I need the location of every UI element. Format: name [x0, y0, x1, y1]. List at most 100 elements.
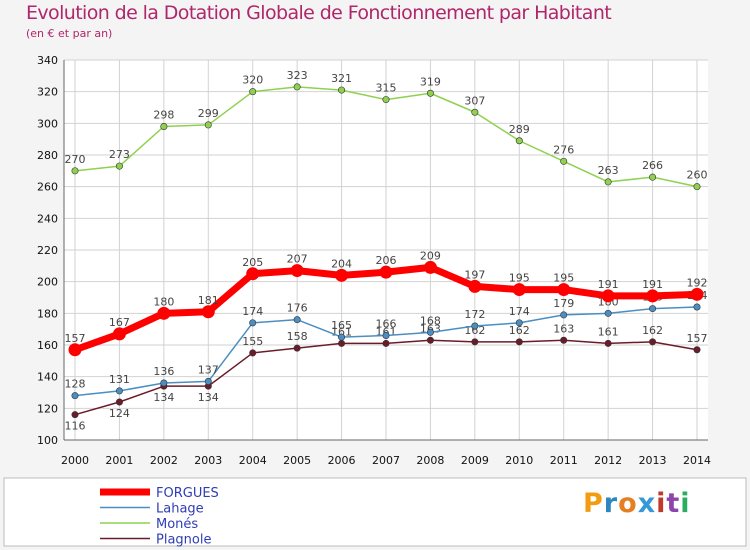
data-point — [338, 333, 346, 341]
data-point — [693, 303, 701, 311]
data-point — [560, 311, 568, 319]
x-tick-label: 2012 — [594, 454, 622, 467]
data-point — [382, 339, 390, 347]
data-point — [338, 339, 346, 347]
data-point — [426, 89, 434, 97]
data-label: 172 — [464, 308, 485, 321]
y-tick-label: 100 — [37, 434, 58, 447]
data-point — [293, 316, 301, 324]
data-label: 260 — [687, 169, 708, 182]
logo-letter: r — [603, 488, 619, 519]
data-label: 276 — [553, 143, 574, 156]
data-label: 270 — [65, 153, 86, 166]
data-label: 207 — [287, 253, 308, 266]
data-point — [649, 338, 657, 346]
logo-letter: P — [583, 488, 604, 519]
data-point — [71, 167, 79, 175]
legend-label: Monés — [156, 517, 198, 532]
data-point — [693, 346, 701, 354]
x-tick-label: 2010 — [505, 454, 533, 467]
data-label: 307 — [464, 94, 485, 107]
data-point — [471, 338, 479, 346]
data-label: 266 — [642, 159, 663, 172]
x-tick-label: 2002 — [150, 454, 178, 467]
x-tick-label: 2008 — [416, 454, 444, 467]
y-tick-label: 160 — [37, 339, 58, 352]
data-label: 209 — [420, 249, 441, 262]
data-point — [515, 338, 523, 346]
data-point — [649, 173, 657, 181]
data-point — [160, 379, 168, 387]
data-label: 165 — [331, 319, 352, 332]
data-point — [204, 377, 212, 385]
data-point — [71, 411, 79, 419]
data-label: 157 — [65, 332, 86, 345]
data-label: 176 — [287, 302, 308, 315]
data-point — [560, 336, 568, 344]
data-point — [515, 137, 523, 145]
data-label: 174 — [242, 305, 263, 318]
data-point — [693, 183, 701, 191]
logo-letter: t — [666, 488, 681, 519]
y-tick-label: 300 — [37, 117, 58, 130]
x-tick-label: 2011 — [550, 454, 578, 467]
data-label: 206 — [376, 254, 397, 267]
data-point — [382, 331, 390, 339]
data-point — [423, 260, 437, 274]
data-label: 191 — [642, 278, 663, 291]
data-label: 137 — [198, 363, 219, 376]
data-point — [249, 349, 257, 357]
data-label: 298 — [153, 109, 174, 122]
legend-label: Plagnole — [156, 533, 211, 548]
data-point — [249, 88, 257, 96]
data-point — [690, 287, 704, 301]
data-point — [338, 86, 346, 94]
data-label: 289 — [509, 123, 530, 136]
data-point — [115, 398, 123, 406]
data-point — [604, 339, 612, 347]
data-point — [649, 305, 657, 313]
y-tick-label: 240 — [37, 212, 58, 225]
data-label: 116 — [65, 420, 86, 433]
data-point — [204, 121, 212, 129]
data-label: 163 — [553, 322, 574, 335]
data-label: 319 — [420, 75, 441, 88]
data-label: 157 — [687, 332, 708, 345]
data-label: 166 — [376, 318, 397, 331]
x-tick-label: 2006 — [328, 454, 356, 467]
x-tick-label: 2001 — [105, 454, 133, 467]
data-point — [471, 322, 479, 330]
legend-label: FORGUES — [156, 486, 219, 501]
data-label: 191 — [598, 278, 619, 291]
data-point — [557, 283, 571, 297]
data-point — [646, 289, 660, 303]
data-label: 134 — [198, 391, 219, 404]
x-tick-label: 2013 — [639, 454, 667, 467]
data-point — [293, 83, 301, 91]
data-point — [246, 267, 260, 281]
data-point — [512, 283, 526, 297]
y-tick-label: 220 — [37, 244, 58, 257]
data-point — [249, 319, 257, 327]
data-point — [293, 344, 301, 352]
y-tick-label: 340 — [37, 54, 58, 67]
x-tick-label: 2004 — [239, 454, 267, 467]
data-point — [601, 289, 615, 303]
data-label: 299 — [198, 107, 219, 120]
proxiti-logo: Proxiti — [583, 488, 691, 519]
x-tick-label: 2003 — [194, 454, 222, 467]
chart-title: Evolution de la Dotation Globale de Fonc… — [26, 2, 612, 24]
data-label: 315 — [376, 82, 397, 95]
data-point — [560, 157, 568, 165]
data-point — [290, 264, 304, 278]
data-label: 162 — [642, 324, 663, 337]
data-label: 134 — [153, 391, 174, 404]
x-tick-label: 2000 — [61, 454, 89, 467]
data-label: 273 — [109, 148, 130, 161]
data-point — [471, 108, 479, 116]
data-label: 320 — [242, 74, 263, 87]
data-label: 180 — [153, 295, 174, 308]
data-point — [604, 309, 612, 317]
y-tick-label: 260 — [37, 181, 58, 194]
data-point — [115, 387, 123, 395]
